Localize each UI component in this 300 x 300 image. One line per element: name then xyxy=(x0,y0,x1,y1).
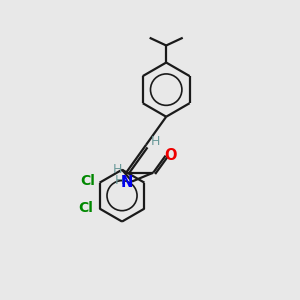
Text: H: H xyxy=(115,174,124,187)
Text: Cl: Cl xyxy=(80,174,95,188)
Text: N: N xyxy=(121,175,133,190)
Text: O: O xyxy=(165,148,177,163)
Text: H: H xyxy=(112,163,122,176)
Text: H: H xyxy=(151,135,160,148)
Text: Cl: Cl xyxy=(79,201,94,215)
